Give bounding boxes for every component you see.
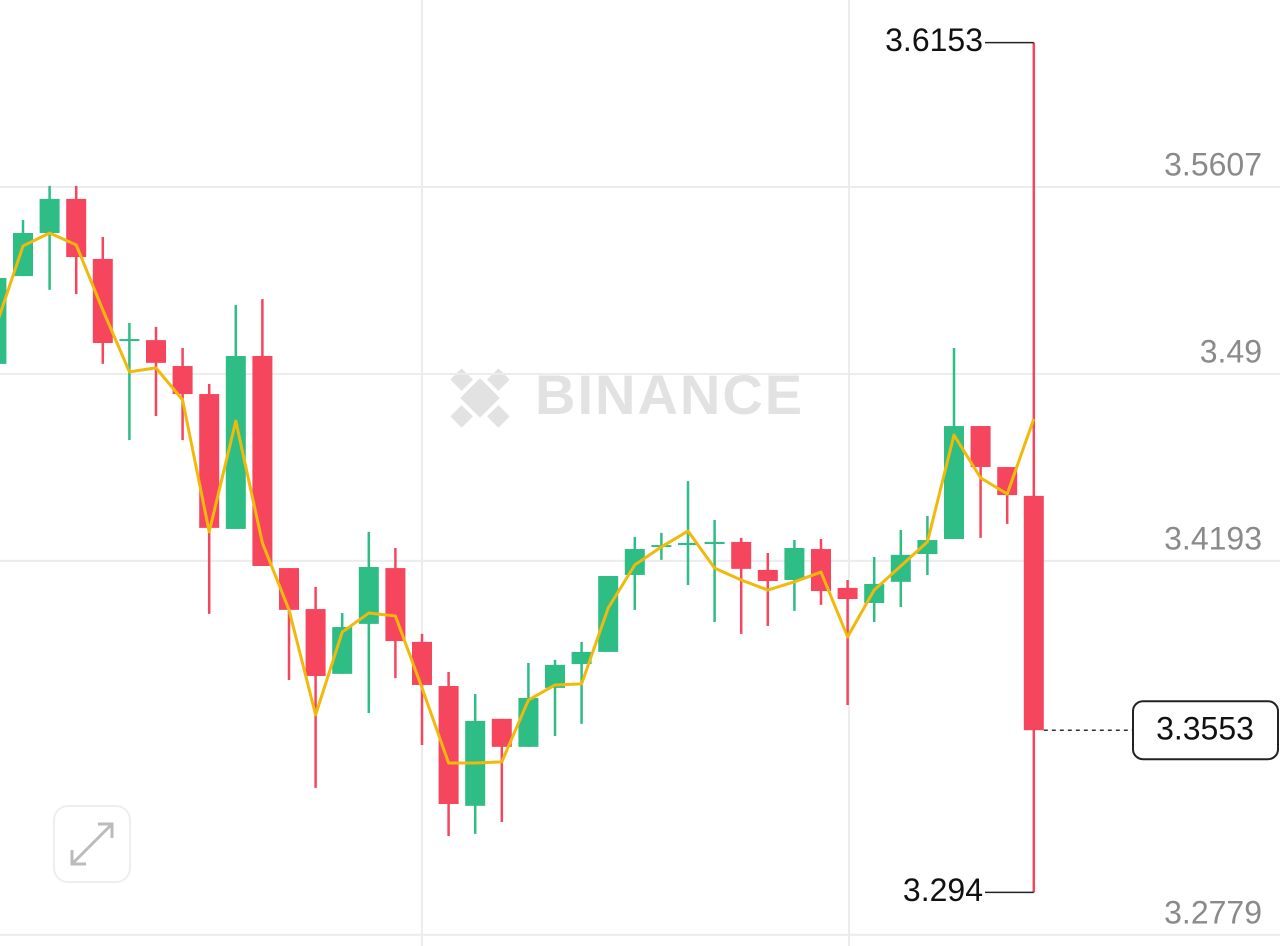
candle-body	[1023, 495, 1044, 731]
candle-body	[757, 569, 778, 582]
candle-body	[92, 258, 113, 344]
candle-body	[305, 609, 326, 676]
low-annotation: 3.294	[903, 872, 983, 908]
y-tick-label: 3.49	[1200, 333, 1262, 369]
candle-body	[332, 627, 353, 674]
candle-body	[811, 549, 831, 592]
candle-body	[678, 542, 698, 546]
candle-body	[412, 641, 432, 685]
y-tick-label: 3.4193	[1164, 520, 1262, 556]
candle-body	[518, 697, 539, 747]
expand-button[interactable]	[53, 805, 131, 883]
candle-body	[784, 547, 805, 580]
candle-body	[438, 686, 459, 804]
candle-body	[385, 568, 406, 642]
last-price-label: 3.3553	[1156, 711, 1254, 747]
watermark-logo	[450, 368, 510, 428]
candle-body	[944, 426, 964, 539]
candle-body	[997, 467, 1018, 496]
candle-body	[252, 355, 273, 566]
candle-body	[119, 339, 140, 342]
candle-body	[491, 718, 512, 747]
watermark: BINANCE	[535, 363, 804, 426]
moving-average-line	[0, 231, 1036, 765]
candle-body	[624, 549, 645, 575]
expand-icon[interactable]	[70, 822, 114, 866]
candle-body	[598, 576, 619, 652]
high-annotation: 3.6153	[885, 22, 983, 58]
candle-body	[837, 587, 858, 600]
candle-body	[199, 394, 220, 528]
candle-body	[571, 651, 592, 665]
candle-body	[39, 198, 60, 233]
last-price-box	[1132, 700, 1279, 761]
y-tick-label: 3.2779	[1164, 894, 1262, 930]
y-tick-label: 3.5607	[1164, 146, 1262, 182]
candle-body	[970, 426, 991, 468]
candle-body	[731, 541, 752, 569]
candle-body	[0, 277, 7, 364]
candle-body	[225, 355, 246, 529]
candle-body	[917, 540, 938, 555]
candle-body	[358, 567, 379, 624]
candle-body	[172, 366, 193, 395]
candle-body	[545, 664, 565, 688]
candle-body	[146, 340, 166, 363]
candle-body	[704, 541, 725, 545]
